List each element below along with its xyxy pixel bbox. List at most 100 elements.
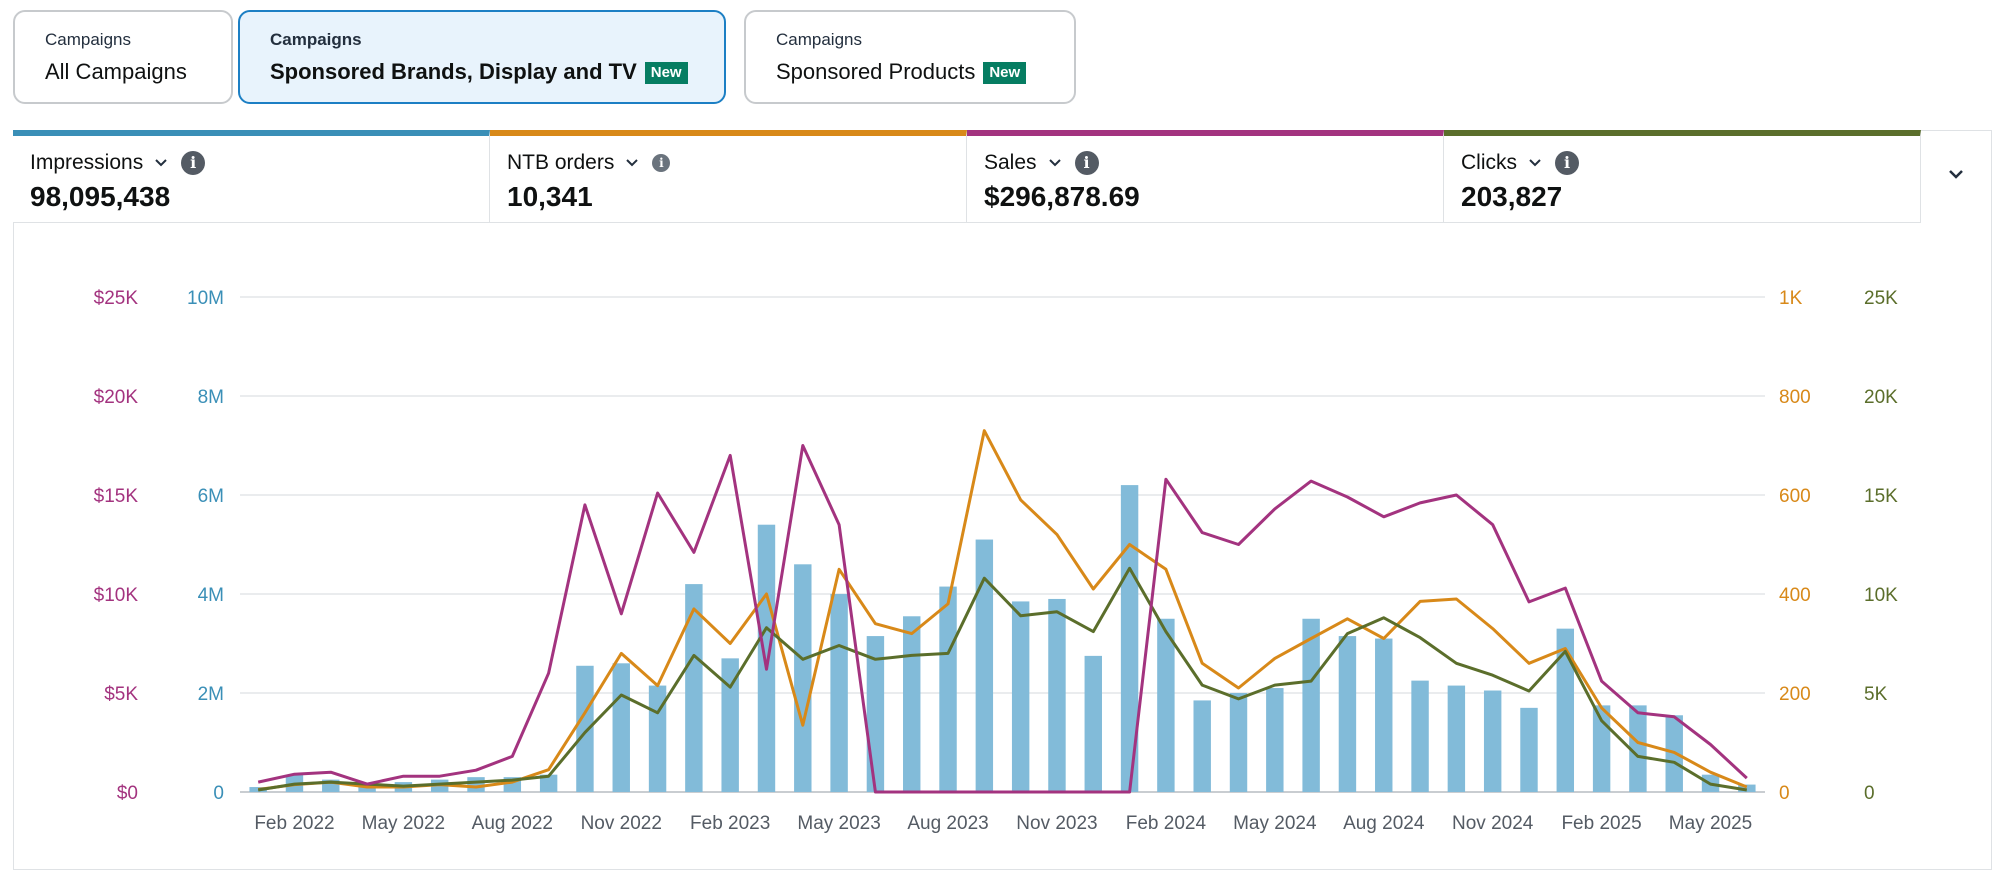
tab-sponsored-products[interactable]: Campaigns Sponsored Products New bbox=[744, 10, 1076, 104]
tab-name: All Campaigns bbox=[45, 59, 187, 84]
ntb-axis-tick-label: 0 bbox=[1779, 783, 1790, 804]
sales-axis-tick-label: $5K bbox=[104, 684, 138, 705]
info-icon[interactable]: i bbox=[1074, 151, 1099, 175]
tab-name-wrap: Sponsored Brands, Display and TV New bbox=[270, 58, 694, 86]
info-icon[interactable]: i bbox=[181, 151, 206, 175]
metric-card-ntb-orders[interactable]: NTB orders i 10,341 bbox=[490, 130, 967, 223]
x-axis-tick-label: May 2023 bbox=[797, 813, 880, 834]
metric-label: Clicks bbox=[1461, 151, 1517, 174]
impressions-bar bbox=[467, 777, 485, 792]
impressions-bar bbox=[1193, 700, 1211, 792]
tab-name: Sponsored Products bbox=[776, 59, 976, 84]
impressions-bar bbox=[1229, 693, 1248, 792]
metric-label-row: Impressions i bbox=[30, 150, 489, 176]
impressions-bar bbox=[1120, 485, 1139, 792]
x-axis-tick-label: May 2022 bbox=[362, 813, 445, 834]
impressions-axis-tick-label: 10M bbox=[187, 288, 224, 309]
new-badge: New bbox=[644, 62, 688, 84]
impressions-bar bbox=[830, 594, 848, 792]
impressions-bar bbox=[1157, 618, 1175, 792]
impressions-bar bbox=[358, 787, 376, 792]
metric-label-row: Clicks i bbox=[1461, 150, 1920, 176]
info-icon[interactable]: i bbox=[652, 154, 671, 172]
impressions-bar bbox=[975, 539, 994, 792]
clicks-axis-tick-label: 20K bbox=[1864, 387, 1898, 408]
impressions-bar bbox=[576, 665, 594, 792]
x-axis-tick-label: Nov 2022 bbox=[581, 813, 662, 834]
x-axis-tick-label: Nov 2023 bbox=[1016, 813, 1097, 834]
impressions-axis-tick-label: 4M bbox=[198, 585, 224, 606]
x-axis-tick-label: May 2024 bbox=[1233, 813, 1317, 834]
tab-name: Sponsored Brands, Display and TV bbox=[270, 59, 637, 84]
tab-sponsored-brands-display-tv[interactable]: Campaigns Sponsored Brands, Display and … bbox=[238, 10, 726, 104]
impressions-bar bbox=[903, 616, 921, 792]
impressions-bar bbox=[1084, 655, 1102, 792]
tab-caption: Campaigns bbox=[45, 30, 131, 49]
metric-label: Sales bbox=[984, 151, 1037, 174]
clicks-axis-tick-label: 25K bbox=[1864, 288, 1898, 309]
impressions-bar bbox=[1011, 601, 1030, 792]
impressions-bar bbox=[612, 663, 630, 792]
impressions-axis-tick-label: 2M bbox=[198, 684, 224, 705]
ntb-axis-tick-label: 200 bbox=[1779, 684, 1811, 705]
impressions-bar bbox=[939, 586, 957, 792]
ntb-axis-tick-label: 800 bbox=[1779, 387, 1811, 408]
impressions-bar bbox=[1338, 636, 1357, 792]
sales-axis-tick-label: $10K bbox=[94, 585, 139, 606]
tab-all-campaigns[interactable]: Campaigns All Campaigns bbox=[13, 10, 233, 104]
metric-label: NTB orders bbox=[507, 151, 615, 174]
ntb-axis-tick-label: 400 bbox=[1779, 585, 1811, 606]
x-axis-tick-label: Nov 2024 bbox=[1452, 813, 1534, 834]
chevron-down-icon[interactable] bbox=[624, 155, 640, 171]
impressions-bar bbox=[1302, 618, 1320, 792]
expand-chevron-icon[interactable] bbox=[1945, 163, 1967, 185]
sales-axis-tick-label: $15K bbox=[94, 486, 139, 507]
x-axis-tick-label: Aug 2024 bbox=[1343, 813, 1425, 834]
impressions-axis-tick-label: 0 bbox=[213, 783, 224, 804]
impressions-bar bbox=[685, 584, 703, 792]
metric-label: Impressions bbox=[30, 151, 144, 174]
impressions-axis-tick-label: 8M bbox=[198, 387, 224, 408]
metric-card-impressions[interactable]: Impressions i 98,095,438 bbox=[13, 130, 490, 223]
x-axis-tick-label: Feb 2024 bbox=[1126, 813, 1207, 834]
metric-card-clicks[interactable]: Clicks i 203,827 bbox=[1444, 130, 1921, 223]
info-icon[interactable]: i bbox=[1555, 151, 1579, 175]
metric-value: 10,341 bbox=[507, 181, 593, 212]
impressions-bar bbox=[539, 774, 558, 792]
chevron-down-icon[interactable] bbox=[153, 155, 169, 171]
sales-axis-tick-label: $0 bbox=[117, 783, 138, 804]
chevron-down-icon[interactable] bbox=[1047, 155, 1063, 171]
clicks-axis-tick-label: 5K bbox=[1864, 684, 1888, 705]
x-axis-tick-label: Aug 2022 bbox=[472, 813, 553, 834]
metric-card-sales[interactable]: Sales i $296,878.69 bbox=[967, 130, 1444, 223]
impressions-bar bbox=[1447, 685, 1466, 792]
tab-caption: Campaigns bbox=[270, 30, 362, 49]
impressions-bar bbox=[1483, 690, 1502, 792]
metric-value: $296,878.69 bbox=[984, 181, 1140, 212]
metric-label-row: Sales i bbox=[984, 150, 1443, 176]
impressions-bar bbox=[1411, 680, 1429, 792]
sales-axis-tick-label: $20K bbox=[94, 387, 139, 408]
chevron-down-icon[interactable] bbox=[1527, 155, 1543, 171]
x-axis-tick-label: May 2025 bbox=[1669, 813, 1752, 834]
impressions-bar bbox=[1520, 707, 1538, 792]
impressions-bar bbox=[1048, 598, 1066, 792]
new-badge: New bbox=[983, 62, 1027, 84]
ntb-orders-series-line bbox=[257, 429, 1748, 791]
impressions-bar bbox=[757, 524, 776, 792]
sales-series-line bbox=[257, 444, 1748, 794]
ntb-axis-tick-label: 1K bbox=[1779, 288, 1803, 309]
impressions-bar bbox=[1266, 688, 1284, 792]
sales-axis-tick-label: $25K bbox=[94, 288, 139, 309]
tab-caption: Campaigns bbox=[776, 30, 862, 49]
x-axis-tick-label: Feb 2022 bbox=[254, 813, 334, 834]
impressions-bar bbox=[794, 564, 812, 792]
clicks-series-line bbox=[257, 566, 1748, 792]
impressions-bar bbox=[1738, 784, 1756, 792]
impressions-bar bbox=[1629, 705, 1647, 792]
clicks-axis-tick-label: 15K bbox=[1864, 486, 1898, 507]
metric-value: 203,827 bbox=[1461, 181, 1563, 212]
clicks-axis-tick-label: 0 bbox=[1864, 783, 1875, 804]
clicks-axis-tick-label: 10K bbox=[1864, 585, 1898, 606]
